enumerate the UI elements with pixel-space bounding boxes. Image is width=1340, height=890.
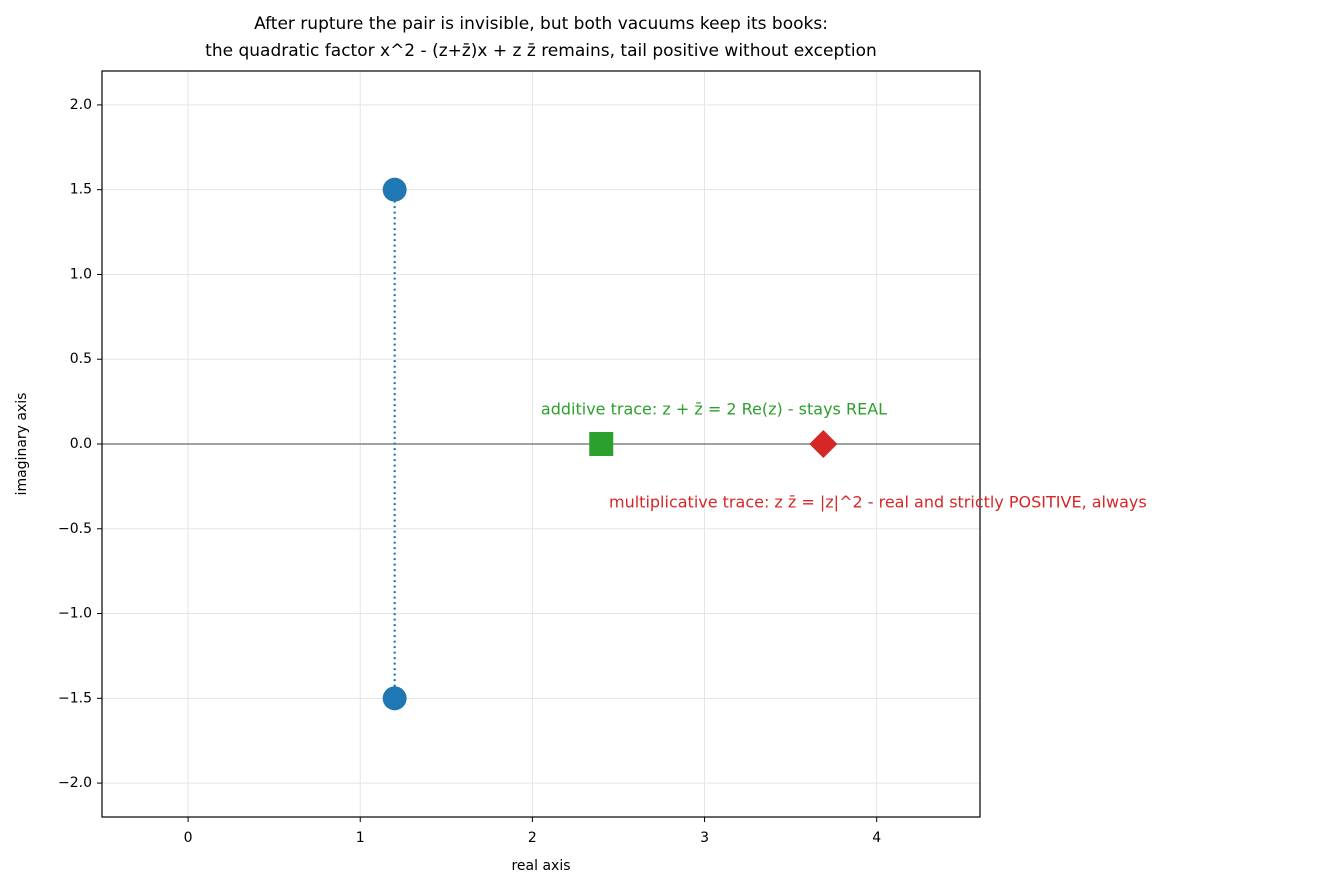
y-tick-label: −1.5 (58, 690, 92, 706)
x-tick-label: 0 (184, 830, 193, 846)
point (382, 686, 407, 711)
y-tick-label: −0.5 (58, 521, 92, 537)
y-tick-label: 2.0 (70, 97, 92, 113)
chart-title: the quadratic factor x^2 - (z+z̄)x + z z… (205, 41, 877, 61)
annotation: multiplicative trace: z z̄ = |z|^2 - rea… (609, 493, 1147, 512)
annotation: additive trace: z + z̄ = 2 Re(z) - stays… (541, 400, 887, 419)
point (589, 432, 614, 456)
x-tick-label: 2 (528, 830, 537, 846)
x-tick-label: 4 (872, 830, 881, 846)
y-axis-label: imaginary axis (14, 393, 30, 496)
point (809, 430, 838, 458)
y-tick-label: 1.0 (70, 266, 92, 282)
y-tick-label: 1.5 (70, 182, 92, 198)
y-tick-label: −2.0 (58, 775, 92, 791)
x-axis-label: real axis (511, 858, 570, 874)
point (382, 177, 407, 202)
y-tick-label: −1.0 (58, 606, 92, 622)
y-tick-label: 0.5 (70, 351, 92, 367)
chart-title: After rupture the pair is invisible, but… (254, 14, 828, 34)
y-tick-label: 0.0 (70, 436, 92, 452)
x-tick-label: 3 (700, 830, 709, 846)
x-tick-label: 1 (356, 830, 365, 846)
plot-frame (101, 70, 981, 818)
